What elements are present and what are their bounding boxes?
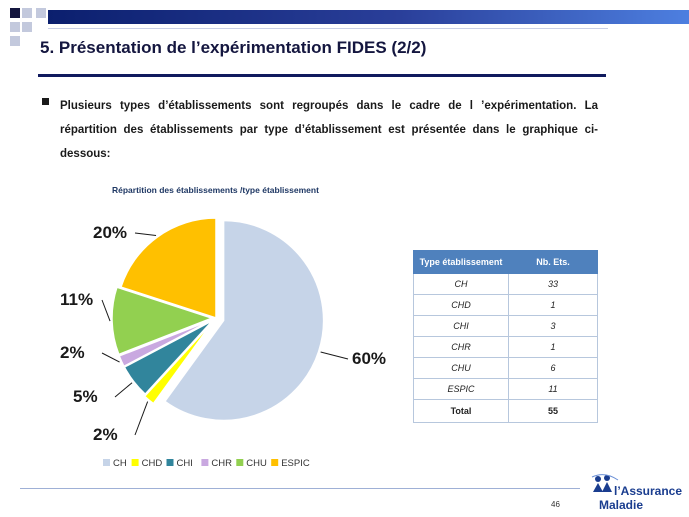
logo-figures-icon — [591, 474, 619, 492]
legend-swatch — [103, 459, 110, 466]
pie-slice-espic — [119, 217, 217, 320]
table-cell-count: 3 — [508, 315, 598, 337]
legend-item: CH — [113, 458, 127, 469]
bullet-square-icon — [42, 98, 49, 105]
table-row: CHU 6 — [413, 357, 598, 379]
legend-item: CHR — [211, 458, 232, 469]
leader-line — [320, 351, 349, 360]
data-label: 11% — [60, 290, 93, 309]
leader-line — [134, 232, 157, 236]
pie-slice-chd — [143, 322, 213, 405]
table-row: CHR 1 — [413, 336, 598, 358]
table-cell-count: 11 — [508, 378, 598, 400]
table-cell-type: CH — [413, 273, 509, 295]
data-label: 20% — [93, 223, 127, 242]
data-label: 5% — [73, 387, 98, 406]
pie-slice-ch — [163, 219, 325, 422]
leader-line — [101, 299, 111, 322]
table-cell-type: CHI — [413, 315, 509, 337]
logo-text-line1: l’Assurance — [614, 484, 683, 498]
pie-slice-chi — [123, 319, 214, 396]
table-header-row: Type établissement Nb. Ets. — [413, 250, 598, 274]
data-label: 2% — [60, 343, 85, 362]
pie-slice-chr — [118, 318, 213, 368]
data-label: 60% — [352, 349, 386, 368]
pie-slice-chu — [111, 286, 215, 356]
table-row: CHD 1 — [413, 294, 598, 316]
table-cell-count: 1 — [508, 336, 598, 358]
footer-line — [20, 488, 580, 489]
table-total-label: Total — [413, 399, 509, 423]
table-row: ESPIC 11 — [413, 378, 598, 400]
title-underline — [38, 74, 606, 77]
table-cell-count: 33 — [508, 273, 598, 295]
logo-text-line2: Maladie — [599, 498, 644, 512]
table-row: CH 33 — [413, 273, 598, 295]
table-cell-type: CHR — [413, 336, 509, 358]
legend-item: CHD — [142, 458, 163, 469]
legend-swatch — [201, 459, 209, 466]
table-cell-type: CHU — [413, 357, 509, 379]
leader-line — [114, 382, 133, 398]
header-bar — [48, 10, 689, 24]
table-total-row: Total 55 — [413, 399, 598, 423]
data-label: 2% — [93, 425, 118, 444]
legend-item: CHU — [246, 458, 267, 469]
legend-swatch — [131, 459, 139, 466]
table-cell-type: CHD — [413, 294, 509, 316]
leader-line — [101, 352, 120, 363]
page-number: 46 — [551, 500, 560, 509]
legend-item: CHI — [177, 458, 193, 469]
intro-text: Plusieurs types d’établissements sont re… — [60, 100, 598, 160]
table-cell-count: 1 — [508, 294, 598, 316]
header-line — [48, 28, 608, 29]
leader-line — [134, 401, 149, 436]
legend-item: ESPIC — [281, 458, 310, 469]
table-header-count: Nb. Ets. — [508, 250, 598, 274]
data-table: Type établissement Nb. Ets. CH 33 CHD 1 CH… — [413, 250, 598, 423]
table-row: CHI 3 — [413, 315, 598, 337]
legend-swatch — [271, 459, 279, 466]
chart-title: Répartition des établissements /type éta… — [112, 185, 319, 195]
table-header-type: Type établissement — [413, 250, 509, 274]
table-cell-count: 6 — [508, 357, 598, 379]
table-cell-type: ESPIC — [413, 378, 509, 400]
slide-title: 5. Présentation de l’expérimentation FID… — [40, 38, 427, 57]
legend-swatch — [236, 459, 244, 466]
legend-swatch — [166, 459, 174, 466]
table-total-value: 55 — [508, 399, 598, 423]
